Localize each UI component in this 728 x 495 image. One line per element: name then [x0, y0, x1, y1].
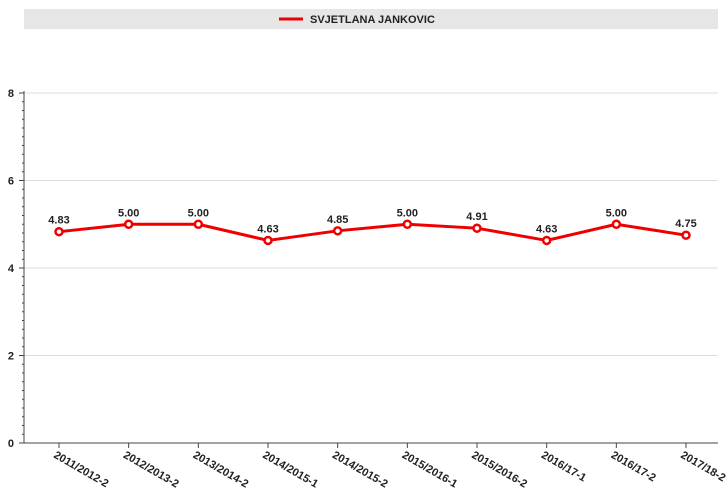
data-point — [541, 235, 552, 246]
data-label: 5.00 — [188, 207, 209, 219]
x-tick-label: 2011/2012-2 — [52, 449, 111, 490]
x-tick-label: 2016/17-2 — [609, 449, 658, 484]
x-tick-label: 2014/2015-2 — [330, 449, 390, 490]
x-tick-label: 2016/17-1 — [539, 449, 588, 484]
data-point — [402, 219, 413, 229]
data-point — [332, 226, 343, 236]
data-label: 5.00 — [606, 207, 627, 219]
data-label: 4.75 — [675, 218, 696, 230]
legend-label: SVJETLANA JANKOVIC — [310, 14, 435, 26]
data-point — [54, 226, 64, 237]
data-point — [263, 235, 273, 246]
legend-background — [24, 9, 718, 29]
data-label: 4.85 — [327, 214, 348, 226]
series-line — [58, 222, 687, 242]
data-label: 4.63 — [257, 223, 278, 235]
x-tick-label: 2012/2013-2 — [121, 449, 181, 490]
data-label: 5.00 — [118, 207, 139, 219]
x-tick-label: 2014/2015-1 — [261, 449, 321, 490]
data-point — [611, 219, 622, 229]
data-point — [123, 219, 134, 229]
series-group: 4.83 5.00 5.00 4.63 4.85 5.00 4.91 4.63 5.00 4.75 — [48, 207, 697, 246]
y-tick-label: 8 — [8, 88, 14, 100]
data-label: 5.00 — [397, 207, 418, 219]
x-tick-label: 2015/2016-1 — [400, 449, 460, 490]
y-tick-label: 2 — [8, 351, 14, 363]
data-point — [193, 219, 204, 229]
legend[interactable]: SVJETLANA JANKOVIC — [279, 14, 435, 26]
data-point — [681, 230, 691, 240]
x-axis-ticks: 2011/2012-2 2012/2013-2 2013/2014-2 2014/20… — [52, 443, 728, 490]
data-point — [472, 223, 482, 233]
axes — [23, 91, 718, 444]
y-axis-ticks: 0 2 4 6 8 — [8, 88, 24, 450]
data-label: 4.83 — [48, 215, 69, 227]
data-label: 4.63 — [536, 223, 557, 235]
gridlines — [24, 92, 718, 356]
y-tick-label: 6 — [8, 176, 14, 188]
y-tick-label: 4 — [8, 263, 15, 275]
x-tick-label: 2013/2014-2 — [191, 449, 251, 490]
x-tick-label: 2015/2016-2 — [470, 449, 530, 490]
y-tick-label: 0 — [8, 438, 14, 450]
x-tick-label: 2017/18-2 — [679, 449, 728, 484]
data-label: 4.91 — [466, 211, 487, 223]
